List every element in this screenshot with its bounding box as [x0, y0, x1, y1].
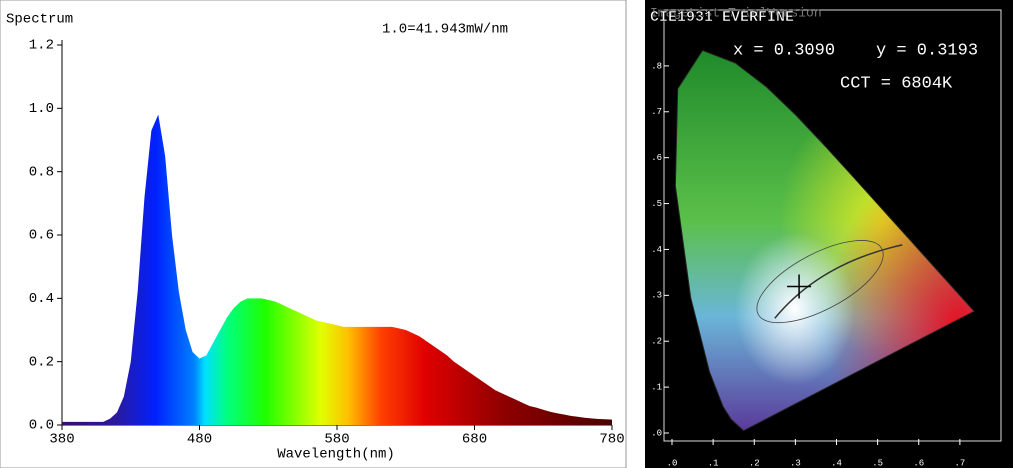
- gamut-outline: [674, 49, 975, 432]
- spectrum-area: [62, 114, 612, 426]
- y-tick-label: .5: [651, 199, 662, 209]
- y-tick-label: .7: [651, 107, 662, 117]
- x-tick-label: 580: [324, 432, 349, 448]
- x-tick-label: 780: [599, 432, 624, 448]
- y-tick-label: 1.2: [29, 38, 54, 54]
- gamut-fill: [675, 50, 975, 431]
- x-tick-label: 680: [462, 432, 487, 448]
- y-tick-label: 0.4: [29, 291, 54, 307]
- y-tick-label: 0.0: [29, 418, 54, 434]
- x-coordinate: x = 0.3090: [733, 41, 835, 60]
- x-tick-label: 380: [49, 432, 74, 448]
- y-tick-label: 1.0: [29, 101, 54, 117]
- x-tick-label: .2: [749, 458, 760, 468]
- y-tick-label: .6: [651, 153, 662, 163]
- cct: CCT = 6804K: [840, 74, 953, 93]
- y-tick-label: .2: [651, 337, 662, 347]
- ellipse: [756, 240, 884, 324]
- cie-title: CIE1931 EVERFINE: [650, 9, 794, 26]
- cie-diagram: .0 .1 .2 .3 .4 .5 .6 .7 .0 .1 .2 .3 .4 .5 .6 .7 .8: [651, 9, 1002, 468]
- y-coordinate: y = 0.3193: [876, 41, 978, 60]
- x-tick-label: .7: [954, 458, 965, 468]
- chromaticity-point: [787, 274, 812, 299]
- x-tick-label: .3: [790, 458, 801, 468]
- watermark: ImageList TrialVersion: [650, 5, 822, 20]
- x-tick-label: .6: [913, 458, 924, 468]
- y-tick-label: .1: [651, 382, 662, 392]
- chart-title: Spectrum: [6, 12, 73, 28]
- x-tick-label: 480: [187, 432, 212, 448]
- frame: [663, 9, 1002, 442]
- y-tick-label: .0: [651, 428, 662, 438]
- x-tick-label: .1: [708, 458, 719, 468]
- y-tick-label: .3: [651, 291, 662, 301]
- y-tick-label: 0.6: [29, 228, 54, 244]
- x-tick-label: .5: [872, 458, 883, 468]
- x-tick-label: .4: [831, 458, 842, 468]
- x-tick-label: .0: [667, 458, 678, 468]
- x-axis-label: Wavelength(nm): [277, 447, 395, 463]
- y-tick-label: 0.2: [29, 354, 54, 370]
- y-tick-label: .8: [651, 61, 662, 71]
- chart-subtitle: 1.0=41.943mW/nm: [382, 22, 508, 38]
- y-tick-label: 0.8: [29, 164, 54, 180]
- planckian-locus: [774, 244, 903, 319]
- y-tick-label: .4: [651, 245, 662, 255]
